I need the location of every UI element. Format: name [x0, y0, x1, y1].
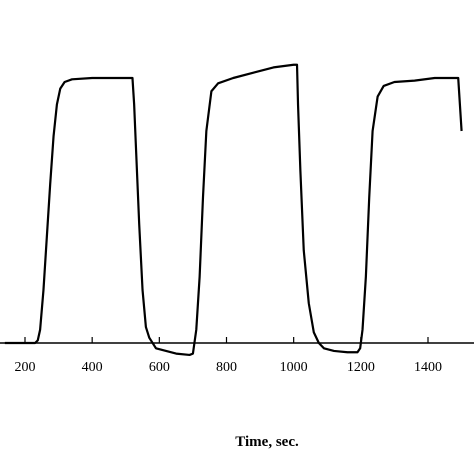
series-line: [4, 63, 463, 357]
x-tick-label: 600: [149, 360, 170, 375]
x-tick-label: 1200: [347, 360, 375, 375]
x-tick-label: 1400: [414, 360, 442, 375]
plot-area: [4, 63, 463, 357]
x-axis-title: Time, sec.: [235, 434, 299, 450]
x-axis: 200 400 600 800 1000 1200 1400: [0, 337, 474, 375]
x-tick-label: 400: [82, 360, 103, 375]
x-tick-label: 1000: [280, 360, 308, 375]
x-tick-label: 200: [15, 360, 36, 375]
x-tick-label: 800: [216, 360, 237, 375]
